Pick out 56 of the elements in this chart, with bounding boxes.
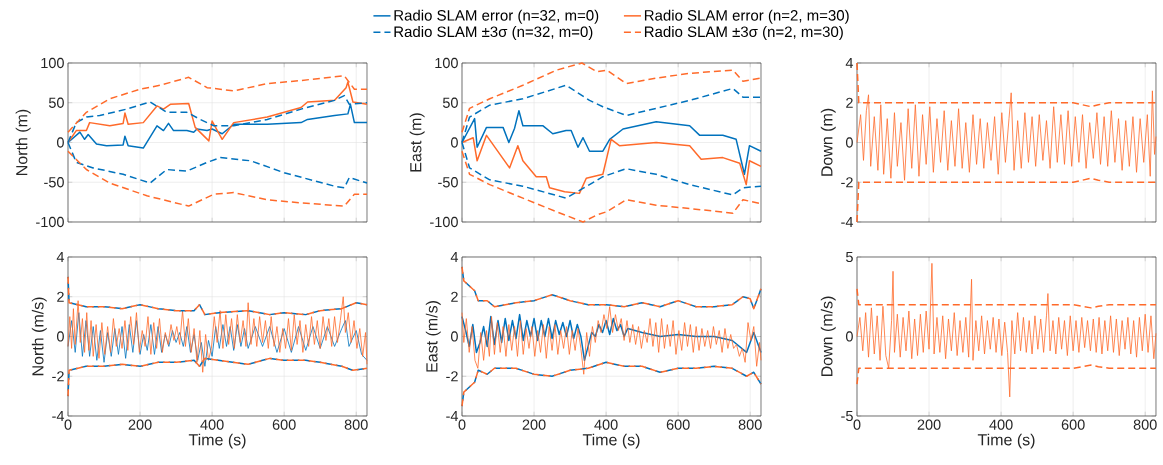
y-tick-label: 4 (450, 252, 459, 262)
y-axis-title: North (m) (15, 109, 31, 175)
y-tick-label: 50 (442, 97, 458, 108)
legend-label: Radio SLAM ±3σ (n=32, m=0) (394, 26, 593, 41)
y-tick-label: -4 (52, 411, 65, 421)
y-tick-label: 2 (57, 291, 64, 302)
x-axis-title: Time (s) (977, 433, 1035, 449)
x-tick-label: 0 (458, 419, 466, 430)
legend-label: Radio SLAM error (n=32, m=0) (394, 9, 599, 24)
x-tick-label: 400 (989, 419, 1013, 430)
y-tick-label: 0 (450, 137, 458, 148)
y-tick-label: 4 (845, 58, 854, 68)
x-tick-label: 400 (594, 419, 618, 430)
y-tick-label: 0 (450, 331, 458, 342)
x-tick-label: 600 (1061, 419, 1085, 430)
x-tick-label: 200 (917, 419, 941, 430)
y-axis-title: Down (m) (820, 108, 836, 176)
y-tick-label: 4 (56, 252, 65, 262)
y-tick-label: 0 (845, 331, 853, 342)
y-tick-label: 100 (41, 57, 64, 69)
x-tick-label: 200 (128, 419, 152, 430)
y-tick-label: -50 (44, 177, 64, 188)
y-tick-label: 2 (846, 97, 853, 108)
x-tick-label: 200 (522, 419, 546, 430)
y-axis-title: North (m/s) (31, 297, 47, 376)
y-axis-title: Down (m/s) (820, 296, 836, 377)
y-tick-label: 0 (56, 331, 64, 342)
legend-label: Radio SLAM ±3σ (n=2, m=30) (644, 26, 843, 41)
legend-label: Radio SLAM error (n=2, m=30) (644, 9, 849, 24)
x-axis-title: Time (s) (582, 433, 640, 449)
y-axis-title: East (m) (409, 113, 425, 172)
x-tick-label: 600 (666, 419, 690, 430)
y-tick-label: -5 (841, 410, 853, 422)
x-tick-label: 800 (1133, 419, 1157, 430)
y-tick-label: 2 (451, 291, 458, 302)
x-axis-title: Time (s) (188, 433, 246, 449)
x-tick-label: 0 (64, 419, 72, 430)
y-tick-label: -50 (438, 177, 458, 188)
y-tick-label: -2 (446, 371, 458, 382)
y-tick-label: -100 (36, 216, 64, 228)
x-tick-label: 400 (200, 419, 224, 430)
y-tick-label: 100 (435, 57, 458, 69)
y-tick-label: -4 (841, 217, 854, 227)
x-tick-label: 800 (344, 419, 368, 430)
x-tick-label: 600 (272, 419, 296, 430)
y-tick-label: 0 (845, 137, 853, 148)
x-tick-label: 0 (853, 419, 861, 430)
y-tick-label: 50 (48, 97, 64, 108)
y-axis-title: East (m/s) (425, 301, 441, 372)
y-tick-label: -100 (430, 216, 458, 228)
x-tick-label: 800 (738, 419, 762, 430)
y-tick-label: 0 (56, 137, 64, 148)
y-tick-label: -4 (446, 411, 459, 421)
y-tick-label: -2 (841, 177, 853, 188)
y-tick-label: 5 (845, 251, 853, 263)
y-tick-label: -2 (52, 371, 64, 382)
